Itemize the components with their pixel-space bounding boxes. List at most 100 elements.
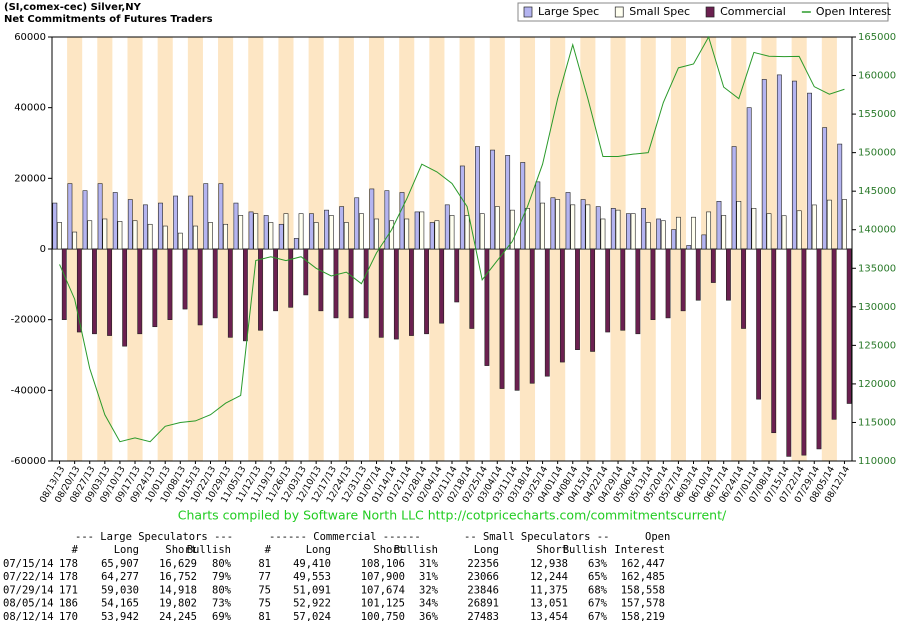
bar <box>540 202 545 250</box>
table-cell: 49,410 <box>293 558 331 570</box>
table-cell: 08/12/14 <box>3 611 54 621</box>
table-cell: 65,907 <box>101 558 139 570</box>
line <box>59 35 845 443</box>
table-cell: 13,051 <box>530 598 568 610</box>
bar <box>378 248 384 338</box>
bar <box>716 201 722 250</box>
bar <box>831 248 837 420</box>
table-cell: 19,802 <box>159 598 197 610</box>
bar <box>253 213 259 250</box>
bar <box>263 215 269 250</box>
table-column: Long <box>114 544 139 556</box>
bar <box>309 213 314 250</box>
bar <box>158 202 163 250</box>
bar <box>288 248 294 308</box>
bar <box>92 248 97 335</box>
y-tick-label: -60000 <box>11 456 46 467</box>
bar <box>369 188 375 250</box>
table-cell: 80% <box>212 584 232 596</box>
bar <box>590 248 595 352</box>
y2-tick-label: 140000 <box>858 225 896 236</box>
bar <box>107 248 112 336</box>
bar <box>756 248 762 400</box>
y-tick-label: 0 <box>40 244 46 255</box>
bar <box>449 215 455 250</box>
table-cell: 07/22/14 <box>3 571 54 583</box>
bar <box>132 220 138 250</box>
table-cell: 52,922 <box>293 598 331 610</box>
table-cell: 81 <box>258 558 271 570</box>
table-column: Long <box>474 544 499 556</box>
table-cell: 158,558 <box>621 584 665 596</box>
table-cell: 23846 <box>467 584 499 596</box>
bar <box>766 213 772 250</box>
bar <box>600 218 606 250</box>
bar <box>82 190 88 250</box>
table-cell: 59,030 <box>101 584 139 596</box>
table-cell: 32% <box>419 584 439 596</box>
table-column: Bullish <box>563 544 607 556</box>
table-cell: 178 <box>59 558 78 570</box>
bar <box>475 146 480 250</box>
table-cell: 31% <box>419 571 439 583</box>
bar <box>746 107 752 250</box>
bar <box>781 215 787 250</box>
bar <box>641 208 646 250</box>
y2-tick-label: 135000 <box>858 263 896 274</box>
bar <box>268 222 274 250</box>
table-cell: 75 <box>258 584 271 596</box>
bar <box>389 220 395 250</box>
bar <box>650 248 656 320</box>
bar <box>792 80 797 250</box>
bar <box>630 213 636 250</box>
table-group: -- Small Speculators -- <box>464 531 609 543</box>
table-cell: 101,125 <box>361 598 405 610</box>
bar <box>801 248 807 456</box>
legend-label: Commercial <box>720 5 786 18</box>
legend-swatch <box>614 6 624 18</box>
y2-tick-label: 165000 <box>858 32 896 43</box>
table-cell: 49,553 <box>293 571 331 583</box>
bar <box>238 215 244 250</box>
table-group: --- Large Speculators --- <box>75 531 233 543</box>
bar <box>525 208 530 250</box>
legend-swatch <box>523 6 533 18</box>
table-cell: 07/15/14 <box>3 558 54 570</box>
bar <box>635 248 641 335</box>
bar <box>645 222 651 250</box>
bar <box>656 218 662 250</box>
y-tick-label: 60000 <box>14 32 46 43</box>
bar <box>76 248 82 333</box>
bar <box>842 199 847 250</box>
bar <box>499 248 505 389</box>
bar <box>615 209 621 250</box>
bar <box>837 143 843 250</box>
bar <box>343 222 349 250</box>
table-cell: 75 <box>258 598 271 610</box>
y-tick-label: -40000 <box>11 385 46 396</box>
bar <box>293 238 299 250</box>
bar <box>494 206 500 250</box>
table-cell: 31% <box>419 558 439 570</box>
bar <box>278 223 284 250</box>
bar <box>348 248 354 319</box>
bar <box>203 183 209 250</box>
bar <box>354 197 360 250</box>
bar <box>363 248 369 319</box>
table-cell: 34% <box>419 598 439 610</box>
bar <box>52 202 58 250</box>
y2-tick-label: 145000 <box>858 186 896 197</box>
table-cell: 108,106 <box>361 558 405 570</box>
bar <box>807 92 812 250</box>
bar <box>490 149 495 250</box>
bar <box>102 218 108 250</box>
bar <box>197 248 203 326</box>
legend-frame <box>517 2 889 22</box>
table-cell: 64,277 <box>101 571 139 583</box>
bar <box>61 248 67 320</box>
table-cell: 69% <box>212 611 232 621</box>
bar <box>580 199 586 250</box>
bar <box>328 215 334 250</box>
